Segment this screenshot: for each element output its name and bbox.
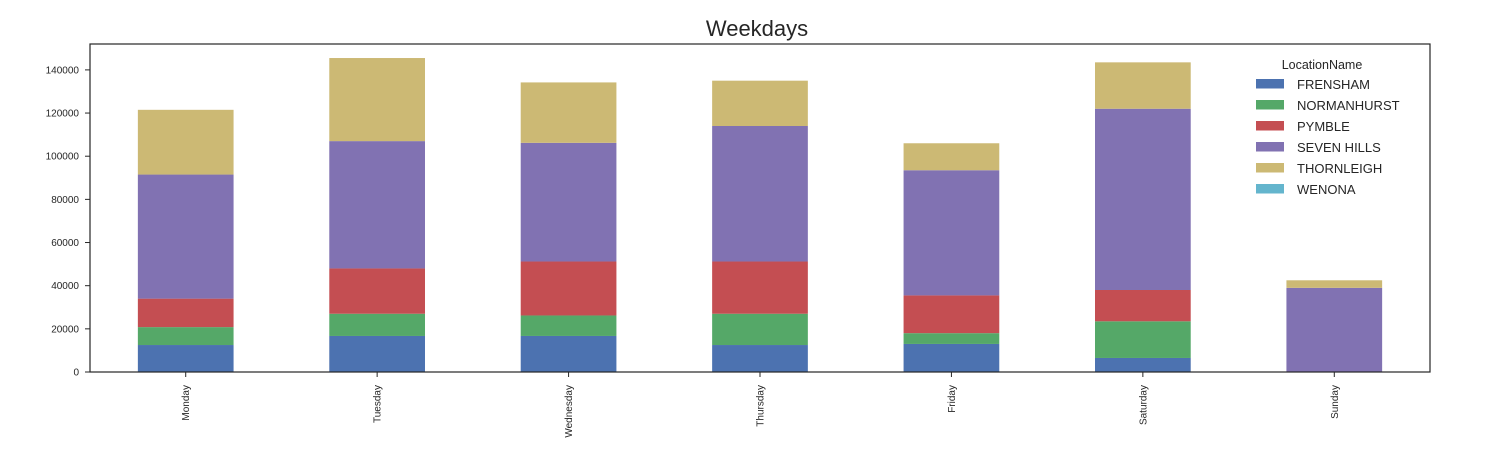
bar-segment-normanhurst-wednesday [520, 315, 617, 336]
bar-segment-seven-hills-thursday [712, 126, 808, 262]
x-axis: Monday Tuesday Wednesday Thursday Friday Satu… [181, 372, 1341, 438]
x-tick-label-tuesday: Tuesday [373, 385, 384, 423]
bar-segment-normanhurst-monday [137, 327, 234, 346]
x-tick-label-monday: Monday [181, 385, 192, 421]
bar-segment-pymble-tuesday [329, 268, 425, 314]
bar-segment-thornleigh-wednesday [520, 82, 617, 143]
legend-swatch-wenona [1256, 184, 1284, 194]
bar-segment-thornleigh-saturday [1095, 62, 1191, 109]
bar-segment-seven-hills-tuesday [329, 141, 425, 269]
bar-segment-seven-hills-friday [903, 170, 1000, 296]
y-tick-label: 40000 [51, 281, 79, 292]
legend-label-thornleigh: THORNLEIGH [1297, 161, 1382, 176]
bar-segment-pymble-wednesday [520, 261, 617, 316]
bar-segment-frensham-wednesday [520, 335, 617, 372]
y-tick-label: 0 [73, 368, 79, 379]
legend-label-normanhurst: NORMANHURST [1297, 98, 1400, 113]
x-tick-label-sunday: Sunday [1330, 385, 1341, 419]
y-tick-label: 20000 [51, 324, 79, 335]
legend-swatch-thornleigh [1256, 163, 1284, 173]
bar-segment-frensham-tuesday [329, 335, 425, 372]
legend-swatch-pymble [1256, 121, 1284, 131]
x-tick-label-wednesday: Wednesday [564, 385, 575, 438]
legend-title: LocationName [1282, 58, 1363, 72]
bar-segment-seven-hills-saturday [1095, 108, 1191, 291]
bar-segment-thornleigh-friday [903, 143, 1000, 171]
chart-title: Weekdays [706, 16, 808, 41]
y-tick-label: 100000 [46, 152, 80, 163]
legend-swatch-normanhurst [1256, 100, 1284, 110]
y-axis: 0 20000 40000 60000 80000 100000 120000 140000 [46, 65, 90, 379]
bar-segment-normanhurst-saturday [1095, 321, 1191, 358]
legend-swatch-frensham [1256, 79, 1284, 89]
bar-segment-normanhurst-friday [903, 333, 1000, 344]
legend-label-frensham: FRENSHAM [1297, 77, 1370, 92]
legend-label-pymble: PYMBLE [1297, 119, 1350, 134]
bar-segment-frensham-friday [903, 343, 1000, 372]
bar-segment-normanhurst-thursday [712, 313, 808, 346]
bar-segment-thornleigh-sunday [1286, 280, 1383, 288]
y-tick-label: 140000 [46, 65, 80, 76]
bar-segment-normanhurst-tuesday [329, 313, 425, 336]
x-tick-label-thursday: Thursday [756, 385, 767, 427]
legend-label-wenona: WENONA [1297, 182, 1356, 197]
x-tick-label-saturday: Saturday [1138, 385, 1149, 425]
legend: LocationName FRENSHAM NORMANHURST PYMBLE SE… [1256, 58, 1400, 197]
bar-segment-pymble-monday [137, 298, 234, 328]
bar-segment-seven-hills-wednesday [520, 142, 617, 262]
bar-segment-pymble-saturday [1095, 290, 1191, 322]
y-tick-label: 120000 [46, 109, 80, 120]
bar-segment-thornleigh-thursday [712, 80, 808, 126]
bars-group [137, 58, 1383, 372]
bar-segment-thornleigh-monday [137, 109, 234, 175]
bar-segment-pymble-thursday [712, 261, 808, 314]
plot-frame [89, 43, 1431, 373]
bar-segment-frensham-thursday [712, 345, 808, 372]
bar-segment-frensham-saturday [1095, 357, 1191, 372]
bar-segment-thornleigh-tuesday [329, 58, 425, 142]
bar-segment-seven-hills-monday [137, 174, 234, 299]
y-tick-label: 60000 [51, 238, 79, 249]
bar-segment-frensham-monday [137, 345, 234, 372]
bar-segment-pymble-friday [903, 295, 1000, 334]
bar-segment-seven-hills-sunday [1286, 287, 1383, 372]
y-tick-label: 80000 [51, 195, 79, 206]
legend-swatch-seven-hills [1256, 142, 1284, 152]
x-tick-label-friday: Friday [947, 385, 958, 413]
legend-label-seven-hills: SEVEN HILLS [1297, 140, 1381, 155]
